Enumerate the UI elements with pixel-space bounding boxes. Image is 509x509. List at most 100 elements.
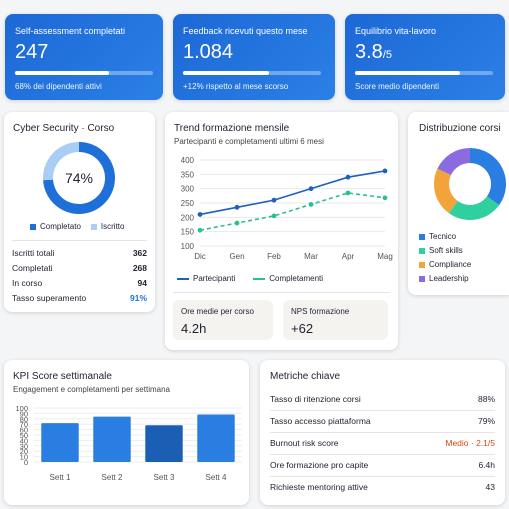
progress-track xyxy=(15,71,153,75)
stat-box: NPS formazione +62 xyxy=(283,300,388,340)
legend-swatch xyxy=(419,233,425,240)
point xyxy=(234,204,240,210)
stat-row: Iscritti totali 362 xyxy=(12,248,147,258)
divider xyxy=(173,292,390,293)
donut-slice xyxy=(470,148,506,206)
cyber-card: Cyber Security · Corso 74% Completato Isc… xyxy=(4,112,155,312)
point xyxy=(308,186,314,192)
point xyxy=(197,212,203,217)
stat-label: Tasso superamento xyxy=(12,293,87,303)
kpi-value: 247 xyxy=(15,41,49,63)
metric-row: Ore formazione pro capite 6.4h xyxy=(270,460,495,477)
legend-item: Iscritto xyxy=(90,222,125,231)
kpi-card: Self-assessment completati 247 68% dei d… xyxy=(5,14,163,100)
legend-item: Tecnico xyxy=(419,232,471,241)
x-tick-label: Gen xyxy=(229,252,244,261)
y-tick-label: 100 xyxy=(181,242,195,251)
metric-value: 88% xyxy=(477,394,495,404)
metrics-card: Metriche chiave Tasso di ritenzione cors… xyxy=(260,360,505,505)
stat-label: In corso xyxy=(12,278,43,288)
kpi-note: +12% rispetto al mese scorso xyxy=(183,82,289,91)
legend-item: Soft skills xyxy=(419,246,471,255)
y-tick-label: 30 xyxy=(20,442,28,451)
stat-row: In corso 94 xyxy=(12,278,147,288)
bar xyxy=(145,425,183,462)
legend-swatch xyxy=(419,247,425,254)
legend-swatch xyxy=(419,261,425,268)
card-title: Cyber Security · Corso xyxy=(13,123,115,134)
y-tick-label: 10 xyxy=(20,453,28,462)
donut-slice xyxy=(434,168,458,214)
point xyxy=(234,220,240,226)
divider xyxy=(12,240,147,241)
legend-swatch xyxy=(30,223,36,230)
y-tick-label: 100 xyxy=(15,404,28,413)
legend-item: Leadership xyxy=(419,274,471,283)
legend-label: Leadership xyxy=(429,274,469,283)
metric-label: Tasso accesso piattaforma xyxy=(270,416,371,426)
x-tick-label: Dic xyxy=(194,252,206,261)
y-tick-label: 70 xyxy=(20,420,28,429)
point xyxy=(197,227,203,233)
metric-value: 79% xyxy=(477,416,495,426)
x-tick-label: Apr xyxy=(342,252,355,261)
legend-label: Soft skills xyxy=(429,246,463,255)
point xyxy=(382,168,388,174)
kpi-value-wrap: 3.8/5 xyxy=(355,41,392,64)
stat-value: 268 xyxy=(132,263,147,273)
legend-swatch xyxy=(419,275,425,282)
point xyxy=(271,197,277,203)
metric-value: 43 xyxy=(485,482,495,492)
legend-label: Tecnico xyxy=(429,232,457,241)
stat-value: 94 xyxy=(137,278,147,288)
y-tick-label: 0 xyxy=(24,458,28,467)
progress-fill xyxy=(15,71,109,75)
kpi-note: 68% dei dipendenti attivi xyxy=(15,82,102,91)
progress-fill xyxy=(355,71,460,75)
series-line xyxy=(199,192,386,232)
card-title: Distribuzione corsi xyxy=(419,123,501,134)
legend-item: Partecipanti xyxy=(177,274,235,283)
point xyxy=(308,202,314,207)
metric-value: Medio · 2.1/5 xyxy=(445,438,495,448)
metric-label: Burnout risk score xyxy=(270,438,339,448)
metric-value: 6.4h xyxy=(478,460,495,470)
y-tick-label: 40 xyxy=(20,436,28,445)
distribution-card: Distribuzione corsi Tecnico Soft skills Co… xyxy=(408,112,509,295)
series-line xyxy=(199,170,386,216)
x-tick-label: Sett 3 xyxy=(154,473,175,482)
donut-slice xyxy=(448,196,500,220)
legend-label: Iscritto xyxy=(100,222,125,231)
kpi-value: 1.084 xyxy=(183,41,234,63)
card-title: KPI Score settimanale xyxy=(13,371,112,382)
y-tick-label: 90 xyxy=(20,409,28,418)
kpi-card: Feedback ricevuti questo mese 1.084 +12%… xyxy=(173,14,335,100)
card-title: Trend formazione mensile xyxy=(174,123,290,134)
legend-label: Partecipanti xyxy=(193,274,236,283)
donut-slice xyxy=(437,148,470,176)
trend-card: Trend formazione mensile Partecipanti e … xyxy=(165,112,398,350)
x-tick-label: Sett 1 xyxy=(50,473,71,482)
legend: Tecnico Soft skills Compliance Leadership xyxy=(419,232,471,288)
kpi-value: 3.8 xyxy=(355,41,383,63)
donut-slice xyxy=(43,142,79,181)
kpi-suffix: /5 xyxy=(382,49,392,61)
x-tick-label: Mag xyxy=(377,252,393,261)
legend: Completato Iscritto xyxy=(30,222,124,231)
y-tick-label: 250 xyxy=(181,199,195,208)
stat-value: 91% xyxy=(129,293,147,303)
donut-chart: 74% xyxy=(43,142,115,214)
y-tick-label: 60 xyxy=(20,426,28,435)
kpi-title: Equilibrio vita-lavoro xyxy=(355,26,437,36)
legend-item: Completato xyxy=(30,222,81,231)
stat-value: +62 xyxy=(291,321,314,336)
card-subtitle: Partecipanti e completamenti ultimi 6 me… xyxy=(174,137,324,146)
legend-swatch xyxy=(253,277,266,280)
progress-track xyxy=(183,71,321,75)
stat-box: Ore medie per corso 4.2h xyxy=(173,300,273,340)
y-tick-label: 80 xyxy=(20,415,28,424)
legend-item: Compliance xyxy=(419,260,471,269)
y-tick-label: 150 xyxy=(181,228,195,237)
